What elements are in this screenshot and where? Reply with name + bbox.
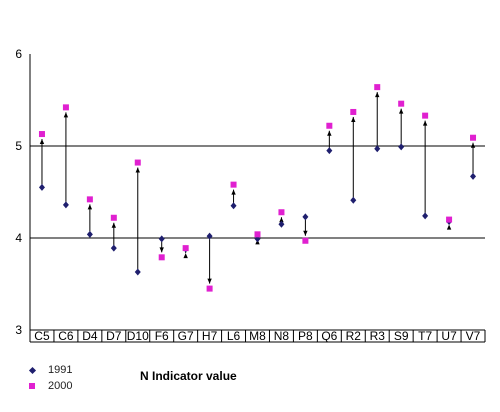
point-1991-T7 xyxy=(422,212,429,220)
point-2000-Q6 xyxy=(326,122,333,129)
point-2000-C5 xyxy=(38,131,45,138)
arrow-head-C6 xyxy=(63,112,69,118)
arrow-head-F6 xyxy=(159,247,164,253)
category-label-T7: T7 xyxy=(418,329,432,343)
arrow-head-G7 xyxy=(183,253,188,259)
arrow-head-D10 xyxy=(135,167,140,173)
arrow-head-T7 xyxy=(422,120,428,126)
point-2000-M8 xyxy=(254,231,261,238)
point-2000-D10 xyxy=(134,159,141,166)
point-2000-T7 xyxy=(422,112,429,119)
point-2000-L6 xyxy=(230,181,237,188)
point-1991-S9 xyxy=(398,143,405,151)
point-2000-D7 xyxy=(110,214,117,221)
y-tick-label-3: 3 xyxy=(15,323,22,337)
legend-entry-1991: 1991 xyxy=(24,362,72,378)
arrow-head-R3 xyxy=(375,92,380,98)
point-2000-G7 xyxy=(182,245,189,252)
point-1991-R3 xyxy=(374,145,381,153)
grid-lines xyxy=(29,54,486,343)
category-label-S9: S9 xyxy=(394,329,409,343)
point-1991-H7 xyxy=(206,232,213,240)
arrow-head-U7 xyxy=(446,224,452,230)
arrow-head-D7 xyxy=(111,222,117,228)
category-label-U7: U7 xyxy=(441,329,457,343)
category-label-P8: P8 xyxy=(298,329,313,343)
point-2000-N8 xyxy=(278,209,285,216)
data-points xyxy=(38,84,477,292)
point-1991-D7 xyxy=(110,244,117,252)
point-1991-N8 xyxy=(278,220,285,228)
point-2000-R2 xyxy=(350,108,357,115)
category-label-L6: L6 xyxy=(227,329,241,343)
square-marker-icon xyxy=(24,380,40,392)
y-tick-labels: 3 4 5 6 xyxy=(15,47,22,337)
legend-label-1991: 1991 xyxy=(48,364,73,376)
category-label-M8: M8 xyxy=(249,329,266,343)
y-tick-label-4: 4 xyxy=(15,231,22,245)
y-tick-label-6: 6 xyxy=(15,47,22,61)
category-label-N8: N8 xyxy=(274,329,290,343)
point-1991-Q6 xyxy=(326,147,333,155)
arrow-head-C5 xyxy=(39,139,45,145)
point-1991-V7 xyxy=(470,172,477,180)
indicator-label: N Indicator value xyxy=(140,369,237,383)
category-label-C5: C5 xyxy=(34,329,50,343)
category-labels: C5 C6 D4 D7 D10 F6 G7 H7 L6 M8 N8 P8 Q6 R2 R3 S9 T7 U7 V7 xyxy=(34,329,480,343)
point-1991-C5 xyxy=(38,183,45,191)
category-label-H7: H7 xyxy=(202,329,218,343)
category-label-D7: D7 xyxy=(106,329,122,343)
arrow-head-H7 xyxy=(207,278,212,284)
point-1991-D4 xyxy=(86,230,93,238)
arrow-head-Q6 xyxy=(327,130,332,136)
category-label-R2: R2 xyxy=(346,329,362,343)
point-2000-R3 xyxy=(374,84,381,91)
point-1991-P8 xyxy=(302,213,309,221)
point-2000-H7 xyxy=(206,285,213,292)
arrow-head-S9 xyxy=(398,108,404,114)
arrow-head-D4 xyxy=(87,204,93,210)
change-arrows xyxy=(39,92,476,284)
category-label-D10: D10 xyxy=(127,329,149,343)
legend: 1991 2000 xyxy=(24,362,72,394)
point-1991-R2 xyxy=(350,196,357,204)
diamond-marker-icon xyxy=(24,364,40,376)
category-label-F6: F6 xyxy=(155,329,169,343)
point-1991-C6 xyxy=(62,201,69,209)
point-1991-L6 xyxy=(230,202,237,210)
legend-entry-2000: 2000 xyxy=(24,378,72,394)
y-tick-label-5: 5 xyxy=(15,139,22,153)
point-2000-U7 xyxy=(446,216,453,223)
point-1991-D10 xyxy=(134,268,141,276)
arrow-head-R2 xyxy=(351,116,356,122)
arrow-head-V7 xyxy=(470,142,476,148)
category-label-V7: V7 xyxy=(466,329,481,343)
category-label-C6: C6 xyxy=(58,329,74,343)
point-2000-S9 xyxy=(398,100,405,107)
arrow-head-P8 xyxy=(303,230,308,236)
legend-label-2000: 2000 xyxy=(48,380,73,392)
point-2000-V7 xyxy=(470,134,477,141)
point-2000-F6 xyxy=(158,254,165,261)
category-label-Q6: Q6 xyxy=(321,329,337,343)
arrow-head-N8 xyxy=(279,217,284,223)
arrow-head-L6 xyxy=(231,189,236,195)
category-label-G7: G7 xyxy=(178,329,194,343)
point-2000-C6 xyxy=(62,104,69,111)
point-2000-P8 xyxy=(302,237,309,244)
point-2000-D4 xyxy=(86,196,93,203)
category-label-R3: R3 xyxy=(370,329,386,343)
point-1991-F6 xyxy=(158,235,165,243)
category-label-D4: D4 xyxy=(82,329,98,343)
